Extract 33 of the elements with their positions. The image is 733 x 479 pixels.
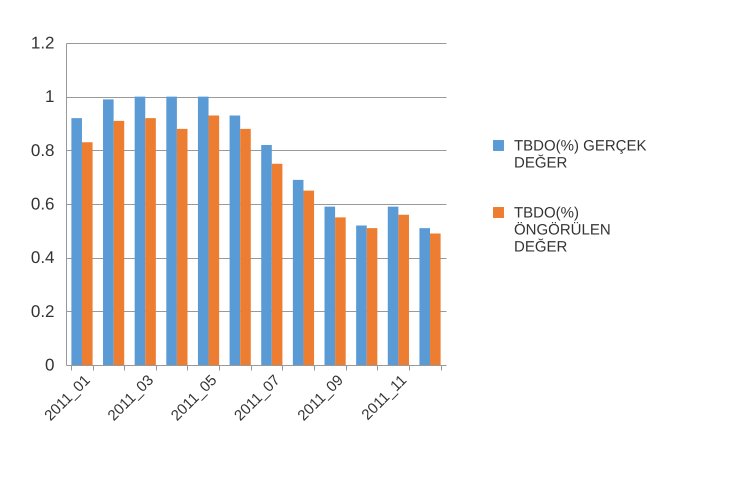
bar (103, 99, 114, 365)
bar (71, 118, 82, 365)
bar (398, 214, 409, 365)
y-tick-label: 0 (45, 356, 54, 374)
bar (388, 206, 398, 365)
bar (292, 180, 304, 365)
bar (366, 228, 378, 365)
bar (272, 164, 282, 365)
bar (114, 120, 124, 365)
bar (208, 115, 220, 365)
bar (261, 144, 272, 365)
y-tick-label: 1.2 (30, 34, 54, 52)
bar (134, 96, 146, 365)
bar (145, 118, 156, 365)
y-tick-label: 0.2 (30, 302, 54, 321)
bar (82, 142, 93, 365)
legend-label: TBDO(%) ÖNGÖRÜLEN DEĞER (514, 204, 611, 256)
y-tick-label: 1 (45, 87, 54, 106)
bar (335, 217, 346, 365)
bar (176, 128, 188, 365)
y-tick-label: 0.8 (30, 140, 54, 160)
bar (198, 96, 209, 365)
bar (230, 115, 240, 365)
bar (166, 96, 177, 365)
bar (356, 225, 367, 365)
bar (324, 206, 336, 365)
legend-label: TBDO(%) GERÇEK DEĞER (514, 138, 647, 172)
bar (303, 190, 314, 365)
bar (419, 228, 430, 365)
y-tick-label: 0.6 (30, 194, 54, 214)
bar (240, 128, 251, 365)
bar (430, 234, 441, 365)
y-tick-label: 0.4 (30, 248, 54, 268)
